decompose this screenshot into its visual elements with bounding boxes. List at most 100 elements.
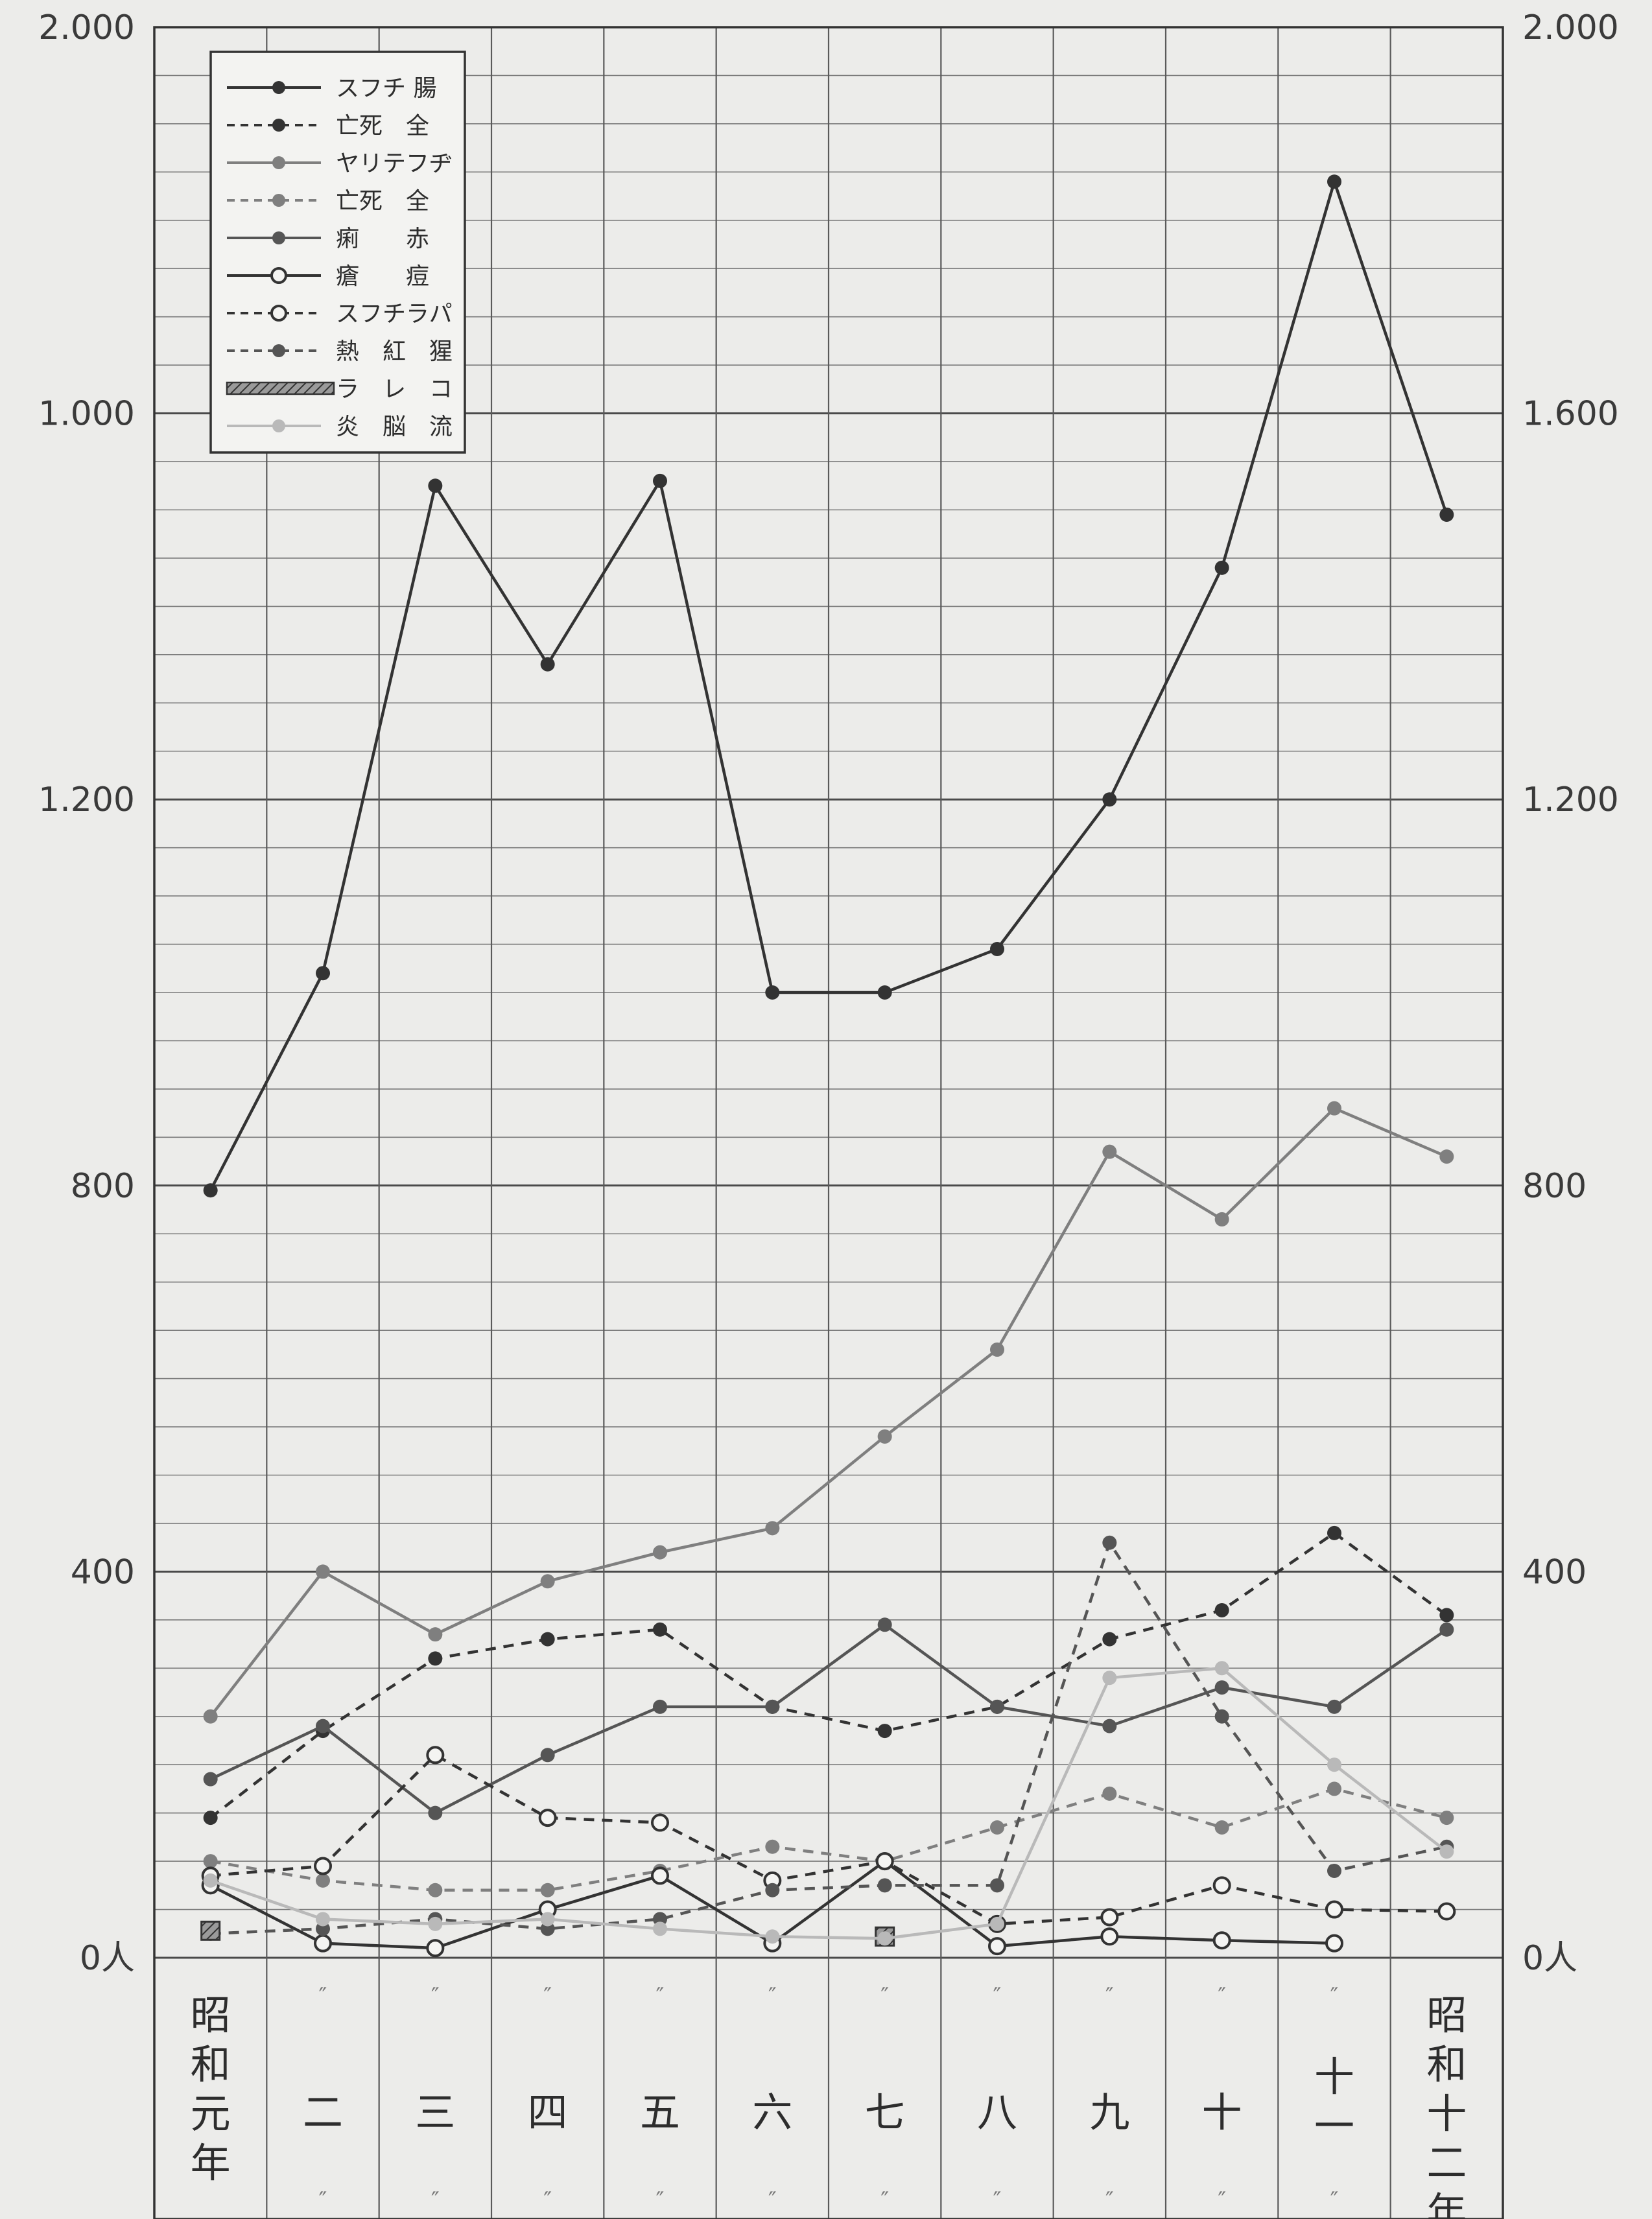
legend-label: 瘡 痘	[336, 263, 429, 290]
data-point	[1102, 1632, 1117, 1647]
data-point	[1439, 1622, 1454, 1637]
data-point	[990, 941, 1004, 956]
data-point	[1439, 1149, 1454, 1164]
data-point	[651, 1866, 669, 1885]
legend-marker	[272, 344, 285, 357]
ditto-mark: ″	[656, 1983, 665, 2009]
x-category-char: 二	[303, 2089, 343, 2136]
ditto-mark: ″	[880, 2187, 889, 2213]
y-tick-label-right: 0人	[1522, 1939, 1577, 1978]
x-category-char: 昭	[191, 1991, 231, 2039]
data-point	[316, 1564, 330, 1579]
y-tick-label-right: 1.600	[1522, 395, 1619, 434]
data-point	[314, 1934, 332, 1953]
x-category-char: 一	[1314, 2102, 1354, 2150]
data-point	[316, 1912, 330, 1927]
data-point	[877, 1617, 892, 1632]
x-category-char: 七	[865, 2089, 905, 2136]
x-category-char: 三	[415, 2089, 455, 2136]
data-point	[653, 1699, 667, 1714]
data-point	[314, 1857, 332, 1875]
y-tick-label-left: 0人	[80, 1939, 135, 1978]
data-point	[1102, 1535, 1117, 1550]
x-category-char: 昭	[1426, 1991, 1467, 2039]
legend-label: スフチ 腸	[336, 75, 436, 102]
data-point	[1325, 1900, 1343, 1919]
series-6	[201, 1746, 1456, 1933]
data-point	[990, 1878, 1004, 1893]
data-point	[1327, 1757, 1341, 1772]
legend-marker	[272, 231, 285, 244]
data-point	[877, 1878, 892, 1893]
data-point	[877, 985, 892, 1000]
ditto-mark: ″	[1105, 2187, 1114, 2213]
legend-item: スフチ 腸	[227, 75, 436, 102]
ditto-mark: ″	[768, 2187, 777, 2213]
ditto-mark: ″	[543, 2187, 552, 2213]
legend-item: 炎 脳 流	[227, 414, 453, 440]
x-category-char: 十	[1202, 2089, 1242, 2136]
data-point	[426, 1746, 445, 1765]
plot-frame	[153, 26, 1504, 2219]
data-point	[428, 1916, 443, 1931]
data-point	[1327, 1699, 1341, 1714]
y-tick-label-left: 1.000	[38, 395, 135, 434]
data-point	[1327, 1781, 1341, 1796]
data-point	[988, 1937, 1006, 1956]
data-point	[1102, 1786, 1117, 1801]
legend-marker	[270, 267, 287, 284]
legend-item: ヤリテフヂ	[227, 150, 453, 177]
ditto-mark: ″	[656, 2187, 665, 2213]
data-point	[1102, 1144, 1117, 1159]
ditto-mark: ″	[319, 1983, 327, 2009]
data-point	[990, 1916, 1004, 1931]
series-layer	[200, 174, 1456, 1958]
data-point	[1214, 1661, 1229, 1676]
data-point	[1212, 1876, 1231, 1895]
ditto-mark: ″	[1330, 2187, 1339, 2213]
legend-item: 瘡 痘	[227, 263, 429, 290]
series-3	[203, 1781, 1454, 1897]
ditto-mark: ″	[1105, 1983, 1114, 2009]
data-point	[1214, 1212, 1229, 1227]
data-point	[765, 1699, 780, 1714]
data-point	[877, 1429, 892, 1444]
data-point	[538, 1809, 557, 1827]
data-point	[765, 1839, 780, 1854]
data-point	[990, 1820, 1004, 1835]
data-point	[1102, 792, 1117, 807]
data-point	[1327, 1863, 1341, 1878]
x-category-char: 六	[752, 2089, 792, 2136]
series-line	[209, 1531, 1448, 1819]
data-point	[203, 1183, 218, 1198]
x-category-char: 四	[528, 2089, 568, 2136]
data-point	[540, 1632, 555, 1647]
data-point	[316, 966, 330, 981]
data-point	[1439, 1844, 1454, 1859]
data-point	[1102, 1671, 1117, 1685]
x-category-char: 和	[1426, 2041, 1467, 2088]
data-point	[1102, 1719, 1117, 1733]
data-point	[990, 1342, 1004, 1357]
ditto-mark: ″	[768, 1983, 777, 2009]
grid	[153, 26, 1504, 2219]
data-point	[1439, 507, 1454, 522]
data-point	[1325, 1934, 1343, 1953]
data-point	[203, 1772, 218, 1787]
legend-marker	[272, 156, 285, 169]
legend-marker	[272, 419, 285, 432]
data-point	[316, 1873, 330, 1888]
data-point	[540, 1883, 555, 1897]
series-line	[210, 1541, 1447, 1936]
data-point	[653, 473, 667, 488]
legend-marker	[272, 119, 285, 132]
series-line	[209, 1623, 1448, 1814]
series-9	[203, 1661, 1454, 1946]
legend-item: スフチラパ	[227, 301, 453, 327]
legend-item: 亡死 全	[227, 188, 429, 215]
series-4	[203, 1617, 1454, 1820]
legend-label: 痢 赤	[336, 226, 429, 252]
data-point	[1100, 1908, 1119, 1927]
